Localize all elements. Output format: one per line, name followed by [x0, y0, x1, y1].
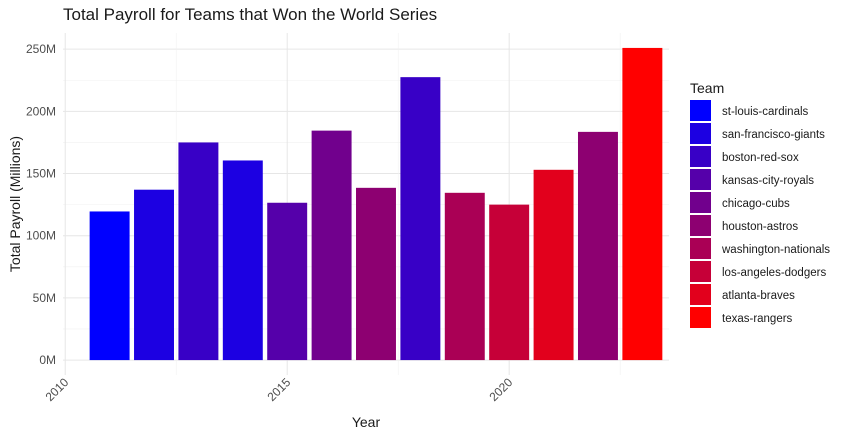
legend-key-chicago-cubs — [690, 192, 711, 213]
legend-key-san-francisco-giants — [690, 123, 711, 144]
bar-2020 — [489, 204, 530, 361]
legend-label-boston-red-sox: boston-red-sox — [722, 152, 799, 164]
bar-2022 — [577, 131, 618, 361]
bar-2016 — [311, 130, 352, 361]
x-tick-label: 2010 — [43, 375, 72, 404]
legend-label-san-francisco-giants: san-francisco-giants — [722, 129, 825, 141]
y-tick-label: 0M — [39, 353, 56, 367]
legend-key-atlanta-braves — [690, 284, 711, 305]
legend-label-washington-nationals: washington-nationals — [721, 244, 830, 256]
legend-label-houston-astros: houston-astros — [722, 221, 798, 233]
bar-2017 — [356, 187, 396, 361]
bar-2021 — [533, 169, 574, 361]
bar-2015 — [267, 202, 308, 361]
bar-2014 — [222, 160, 263, 361]
y-tick-label: 100M — [26, 229, 56, 243]
legend-key-houston-astros — [690, 215, 711, 236]
chart-title: Total Payroll for Teams that Won the Wor… — [63, 5, 438, 24]
bar-2012 — [134, 189, 174, 361]
bar-2013 — [178, 142, 219, 361]
legend-key-st-louis-cardinals — [690, 100, 711, 121]
legend-label-atlanta-braves: atlanta-braves — [722, 290, 795, 302]
legend-key-kansas-city-royals — [690, 169, 711, 190]
x-tick-label: 2020 — [487, 375, 516, 404]
bar-2023 — [622, 47, 663, 361]
legend-label-chicago-cubs: chicago-cubs — [722, 198, 790, 210]
legend-key-washington-nationals — [690, 238, 711, 259]
legend-label-los-angeles-dodgers: los-angeles-dodgers — [722, 267, 826, 279]
bar-2011 — [89, 211, 130, 361]
legend-key-los-angeles-dodgers — [690, 261, 711, 282]
legend-title: Team — [690, 80, 724, 96]
legend-label-texas-rangers: texas-rangers — [722, 313, 793, 325]
legend-label-kansas-city-royals: kansas-city-royals — [722, 175, 814, 187]
bar-2018 — [400, 77, 441, 361]
y-tick-label: 200M — [26, 104, 56, 118]
y-tick-label: 250M — [26, 42, 56, 56]
x-axis-title: Year — [352, 414, 381, 430]
y-tick-label: 50M — [33, 291, 56, 305]
bar-2019 — [444, 192, 485, 361]
legend-key-texas-rangers — [690, 307, 711, 328]
x-tick-label: 2015 — [265, 375, 294, 404]
y-axis-title: Total Payroll (Millions) — [7, 136, 23, 272]
legend-key-boston-red-sox — [690, 146, 711, 167]
y-tick-label: 150M — [26, 167, 56, 181]
legend-label-st-louis-cardinals: st-louis-cardinals — [722, 106, 809, 118]
